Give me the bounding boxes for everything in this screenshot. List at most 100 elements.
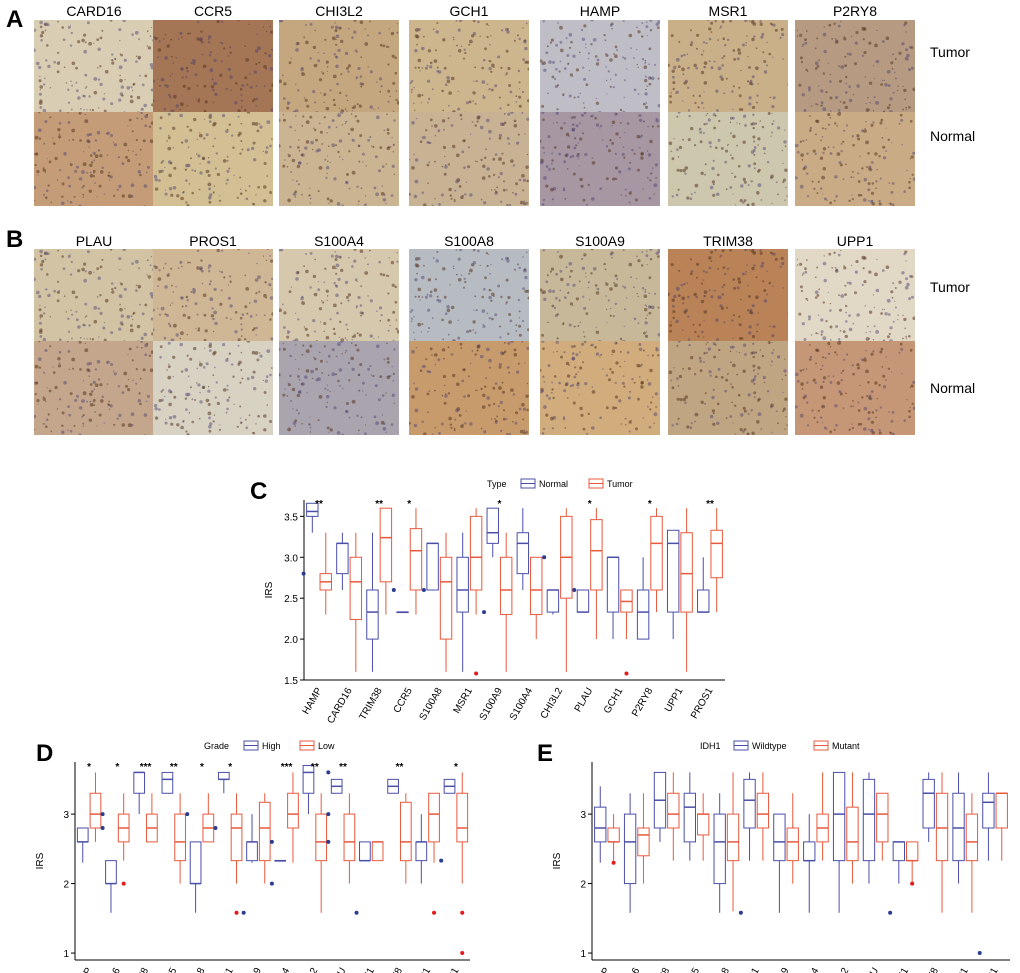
box-body — [230, 813, 243, 862]
box-body — [666, 529, 680, 613]
gene-label: TRIM38 — [703, 233, 753, 249]
significance-mark: * — [87, 762, 91, 773]
y-tick-label: 3.0 — [284, 553, 298, 564]
outlier-point — [460, 910, 465, 915]
gene-label: S100A9 — [575, 233, 625, 249]
legend-title: IDH1 — [700, 741, 721, 751]
box-body — [349, 556, 363, 620]
significance-mark: * — [200, 762, 204, 773]
ihc-image-tile — [795, 20, 915, 114]
y-axis-label: IRS — [552, 852, 563, 869]
box-body — [756, 792, 770, 829]
box-body — [935, 792, 949, 862]
box-body — [726, 813, 740, 862]
ihc-image-tile — [409, 249, 529, 343]
legend-title: Type — [487, 479, 507, 489]
y-tick-label: 2.5 — [284, 594, 298, 605]
box-body — [306, 502, 319, 517]
box-body — [516, 532, 530, 575]
outlier-point — [121, 881, 126, 886]
ihc-image-tile — [409, 112, 529, 206]
ihc-image-tile — [795, 249, 915, 343]
outlier-point — [213, 826, 218, 830]
box-body — [89, 792, 102, 829]
outlier-point — [460, 951, 465, 956]
outlier-point — [738, 910, 743, 915]
gene-label: PLAU — [75, 233, 113, 249]
significance-mark: * — [648, 499, 652, 510]
box-body — [486, 507, 499, 544]
y-tick-label: 2 — [580, 880, 586, 891]
legend-title: Grade — [204, 741, 229, 751]
box-body — [409, 528, 423, 591]
ihc-image-tile — [279, 112, 399, 206]
legend-entry: Wildtype — [752, 741, 787, 751]
ihc-image-tile — [153, 249, 273, 343]
row-label: Normal — [930, 128, 976, 144]
box-body — [892, 841, 906, 862]
box-body — [174, 813, 186, 862]
significance-mark: ** — [375, 499, 383, 510]
ihc-image-tile — [153, 341, 273, 435]
significance-mark: * — [498, 499, 502, 510]
box-body — [965, 813, 979, 862]
outlier-point — [269, 881, 274, 886]
gene-label: GCH1 — [449, 3, 489, 19]
box-body — [469, 515, 483, 591]
x-tick-label: CHI3L2 — [825, 966, 852, 973]
box-body — [315, 813, 328, 862]
x-tick-label: S100A8 — [705, 966, 733, 973]
x-tick-label: TRIM38 — [645, 966, 673, 973]
x-tick-label: MSR1 — [738, 966, 762, 973]
outlier-point — [100, 812, 105, 817]
box-body — [710, 529, 723, 579]
ihc-image-tile — [279, 249, 399, 343]
y-tick-label: 3.5 — [284, 512, 298, 523]
row-label: Normal — [930, 380, 976, 396]
ihc-image-tile — [409, 341, 529, 435]
ihc-image-tile — [668, 112, 788, 206]
significance-mark: *** — [281, 762, 293, 773]
y-tick-label: 3 — [580, 810, 586, 821]
panel-label-d: D — [36, 740, 54, 767]
outlier-point — [439, 858, 444, 863]
outlier-point — [326, 770, 331, 775]
box-body — [399, 801, 412, 862]
box-body — [607, 827, 620, 843]
outlier-point — [888, 910, 893, 915]
legend-entry: Tumor — [607, 479, 633, 489]
x-tick-label: HAMP — [589, 966, 613, 973]
box-body — [439, 556, 453, 640]
outlier-point — [572, 588, 577, 592]
ihc-image-tile — [409, 20, 529, 114]
box-body — [379, 507, 393, 583]
y-tick-label: 2 — [63, 880, 69, 891]
legend-entry: Low — [318, 741, 335, 751]
gene-label: S100A4 — [314, 233, 364, 249]
box-body — [650, 515, 663, 591]
box-body — [499, 556, 513, 616]
box-body — [343, 813, 356, 862]
x-tick-label: CCR5 — [679, 966, 702, 973]
box-body — [713, 813, 726, 885]
significance-mark: *** — [140, 762, 152, 773]
outlier-point — [432, 910, 437, 915]
ihc-image-tile — [668, 20, 788, 114]
x-tick-label: GCH1 — [353, 966, 377, 973]
box-body — [743, 778, 756, 829]
box-body — [786, 827, 799, 862]
outlier-point — [542, 555, 547, 560]
box-body — [637, 827, 650, 857]
gene-label: MSR1 — [708, 3, 748, 19]
ihc-image-tile — [795, 112, 915, 206]
box-body — [456, 792, 469, 843]
x-tick-label: P2RY8 — [380, 966, 405, 973]
outlier-point — [482, 610, 487, 615]
box-body — [623, 813, 637, 885]
ihc-image-tile — [540, 249, 660, 343]
gene-label: P2RY8 — [832, 3, 878, 19]
box-body — [530, 556, 543, 616]
